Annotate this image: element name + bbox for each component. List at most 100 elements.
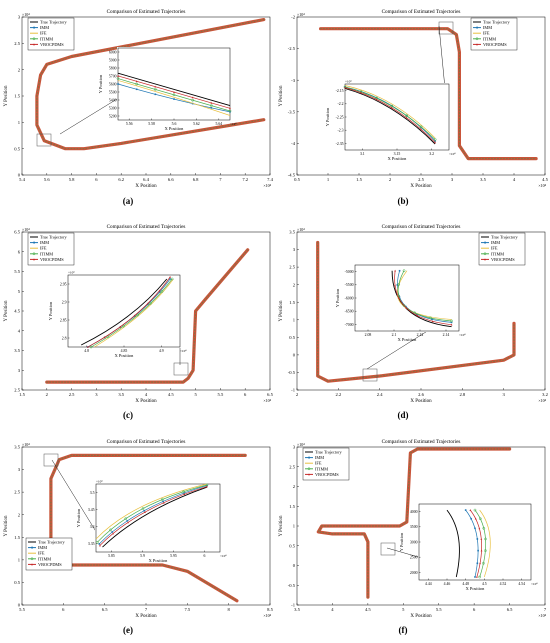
- x-tick-label: 4.5: [365, 607, 371, 612]
- inset-point: [89, 345, 93, 349]
- inset-point: [450, 319, 453, 323]
- y-tick-label: -0.5: [288, 583, 296, 588]
- inset-point: [146, 302, 149, 305]
- y-tick-label: 2: [18, 512, 21, 517]
- legend-label: ITIMM: [483, 36, 496, 41]
- inset-y-tick-label: 5800: [109, 66, 117, 70]
- x-tick-label: 7.5: [184, 607, 190, 612]
- x-tick-label: 5.5: [436, 607, 442, 612]
- inset-point: [464, 509, 467, 511]
- y-axis-label: Y Position: [4, 85, 9, 107]
- y-exponent: ×10⁴: [22, 227, 30, 232]
- inset-point: [154, 93, 157, 96]
- y-tick-label: 0.5: [14, 580, 20, 585]
- y-tick-label: -2: [291, 15, 296, 20]
- chart-title: Comparison of Estimated Trajectories: [382, 8, 461, 15]
- inset-point: [477, 549, 479, 552]
- y-tick-label: -4: [291, 141, 296, 146]
- inset-point: [160, 498, 164, 501]
- inset-x-axis-label: X Position: [115, 353, 134, 358]
- legend-label: ITIMM: [40, 36, 53, 41]
- x-tick-label: 2: [296, 392, 299, 397]
- y-tick-label: -1: [291, 388, 296, 393]
- x-tick-label: 2.5: [418, 177, 424, 182]
- inset-y-tick-label: -5000: [345, 270, 354, 274]
- zoom-box: [43, 453, 59, 467]
- inset-y-tick-label: 3.35: [88, 542, 95, 546]
- inset-point: [482, 526, 486, 530]
- inset-point: [111, 531, 114, 533]
- x-tick-label: 3.5: [294, 607, 300, 612]
- legend-marker: [33, 26, 35, 29]
- inset-point: [470, 517, 472, 520]
- inset-point: [476, 562, 479, 565]
- y-axis-label: Y Position: [279, 85, 284, 107]
- inset-point: [375, 96, 378, 99]
- inset-y-tick-label: 2000: [410, 571, 418, 575]
- inset-y-tick-label: 2.85: [60, 318, 67, 322]
- x-tick-label: 7: [544, 607, 547, 612]
- inset-x-exponent: ×10⁴: [459, 333, 466, 337]
- trajectory-markers: [50, 454, 246, 602]
- inset-y-tick-label: 5200: [109, 114, 117, 118]
- inset-point: [469, 509, 472, 511]
- inset-y-tick-label: 3.5: [90, 491, 95, 495]
- zoom-box: [36, 133, 52, 147]
- y-tick-label: 2: [293, 484, 296, 489]
- inset-series-ife: [344, 85, 436, 139]
- inset-point: [482, 561, 485, 565]
- inset-point: [390, 106, 393, 109]
- y-tick-label: -2.5: [288, 46, 296, 51]
- legend-label: ITIMM: [315, 466, 328, 471]
- y-tick-label: 0: [18, 603, 21, 608]
- y-exponent: ×10⁴: [22, 442, 30, 447]
- chart-svg-f: Comparison of Estimated Trajectories 3.5 4…: [279, 438, 547, 619]
- y-tick-label: 5: [18, 289, 21, 294]
- inset-y-tick-label: 5300: [109, 106, 117, 110]
- y-tick-label: -3: [291, 78, 296, 83]
- inset-point: [484, 549, 487, 552]
- inset-point: [394, 269, 397, 272]
- chart-title: Comparison of Estimated Trajectories: [382, 438, 461, 445]
- inset-point: [429, 316, 432, 320]
- legend-label: IMM: [40, 25, 49, 30]
- inset-y-tick-label: -2.35: [336, 142, 344, 146]
- x-tick-label: 4: [513, 177, 516, 182]
- chart-title: Comparison of Estimated Trajectories: [382, 223, 461, 230]
- inset-x-tick-label: 3.15: [394, 152, 401, 156]
- x-tick-label: 6: [95, 177, 98, 182]
- x-tick-label: 3: [451, 177, 454, 182]
- x-exponent: ×10⁴: [538, 613, 546, 618]
- inset-point: [182, 490, 185, 494]
- legend-label: VBOCPDMS: [315, 472, 339, 477]
- inset-point: [375, 98, 378, 101]
- inset-series-true-trajectory: [81, 278, 168, 346]
- inset-x-tick-label: 5.58: [148, 122, 155, 126]
- inset-x-tick-label: 6: [204, 554, 206, 558]
- inset-x-tick-label: 3.2: [429, 152, 434, 156]
- x-tick-label: 1: [327, 177, 330, 182]
- inset-point: [122, 324, 125, 328]
- zoom-box: [362, 368, 378, 382]
- x-tick-label: 2: [46, 392, 49, 397]
- inset-point: [475, 575, 478, 578]
- inset-y-tick-label: -2.15: [336, 89, 344, 93]
- inset-point: [344, 86, 346, 89]
- inset-frame: [117, 47, 231, 121]
- legend-label: ITIMM: [40, 251, 53, 256]
- inset-x-tick-label: 2.14: [443, 333, 450, 337]
- inset-point: [162, 500, 164, 503]
- inset-y-tick-label: 5500: [109, 90, 117, 94]
- inset-point: [149, 302, 152, 305]
- inset-point: [433, 138, 437, 141]
- legend-label: True Trajectory: [38, 540, 66, 545]
- inset-point: [169, 278, 171, 280]
- trajectory-markers: [317, 448, 511, 598]
- inset-series-itimm: [90, 278, 173, 348]
- legend-marker: [484, 258, 486, 261]
- x-tick-label: 3: [95, 392, 98, 397]
- inset-point: [173, 91, 175, 93]
- y-tick-label: 3.5: [14, 445, 20, 450]
- x-tick-label: 5.5: [19, 607, 25, 612]
- x-tick-label: 6: [473, 607, 476, 612]
